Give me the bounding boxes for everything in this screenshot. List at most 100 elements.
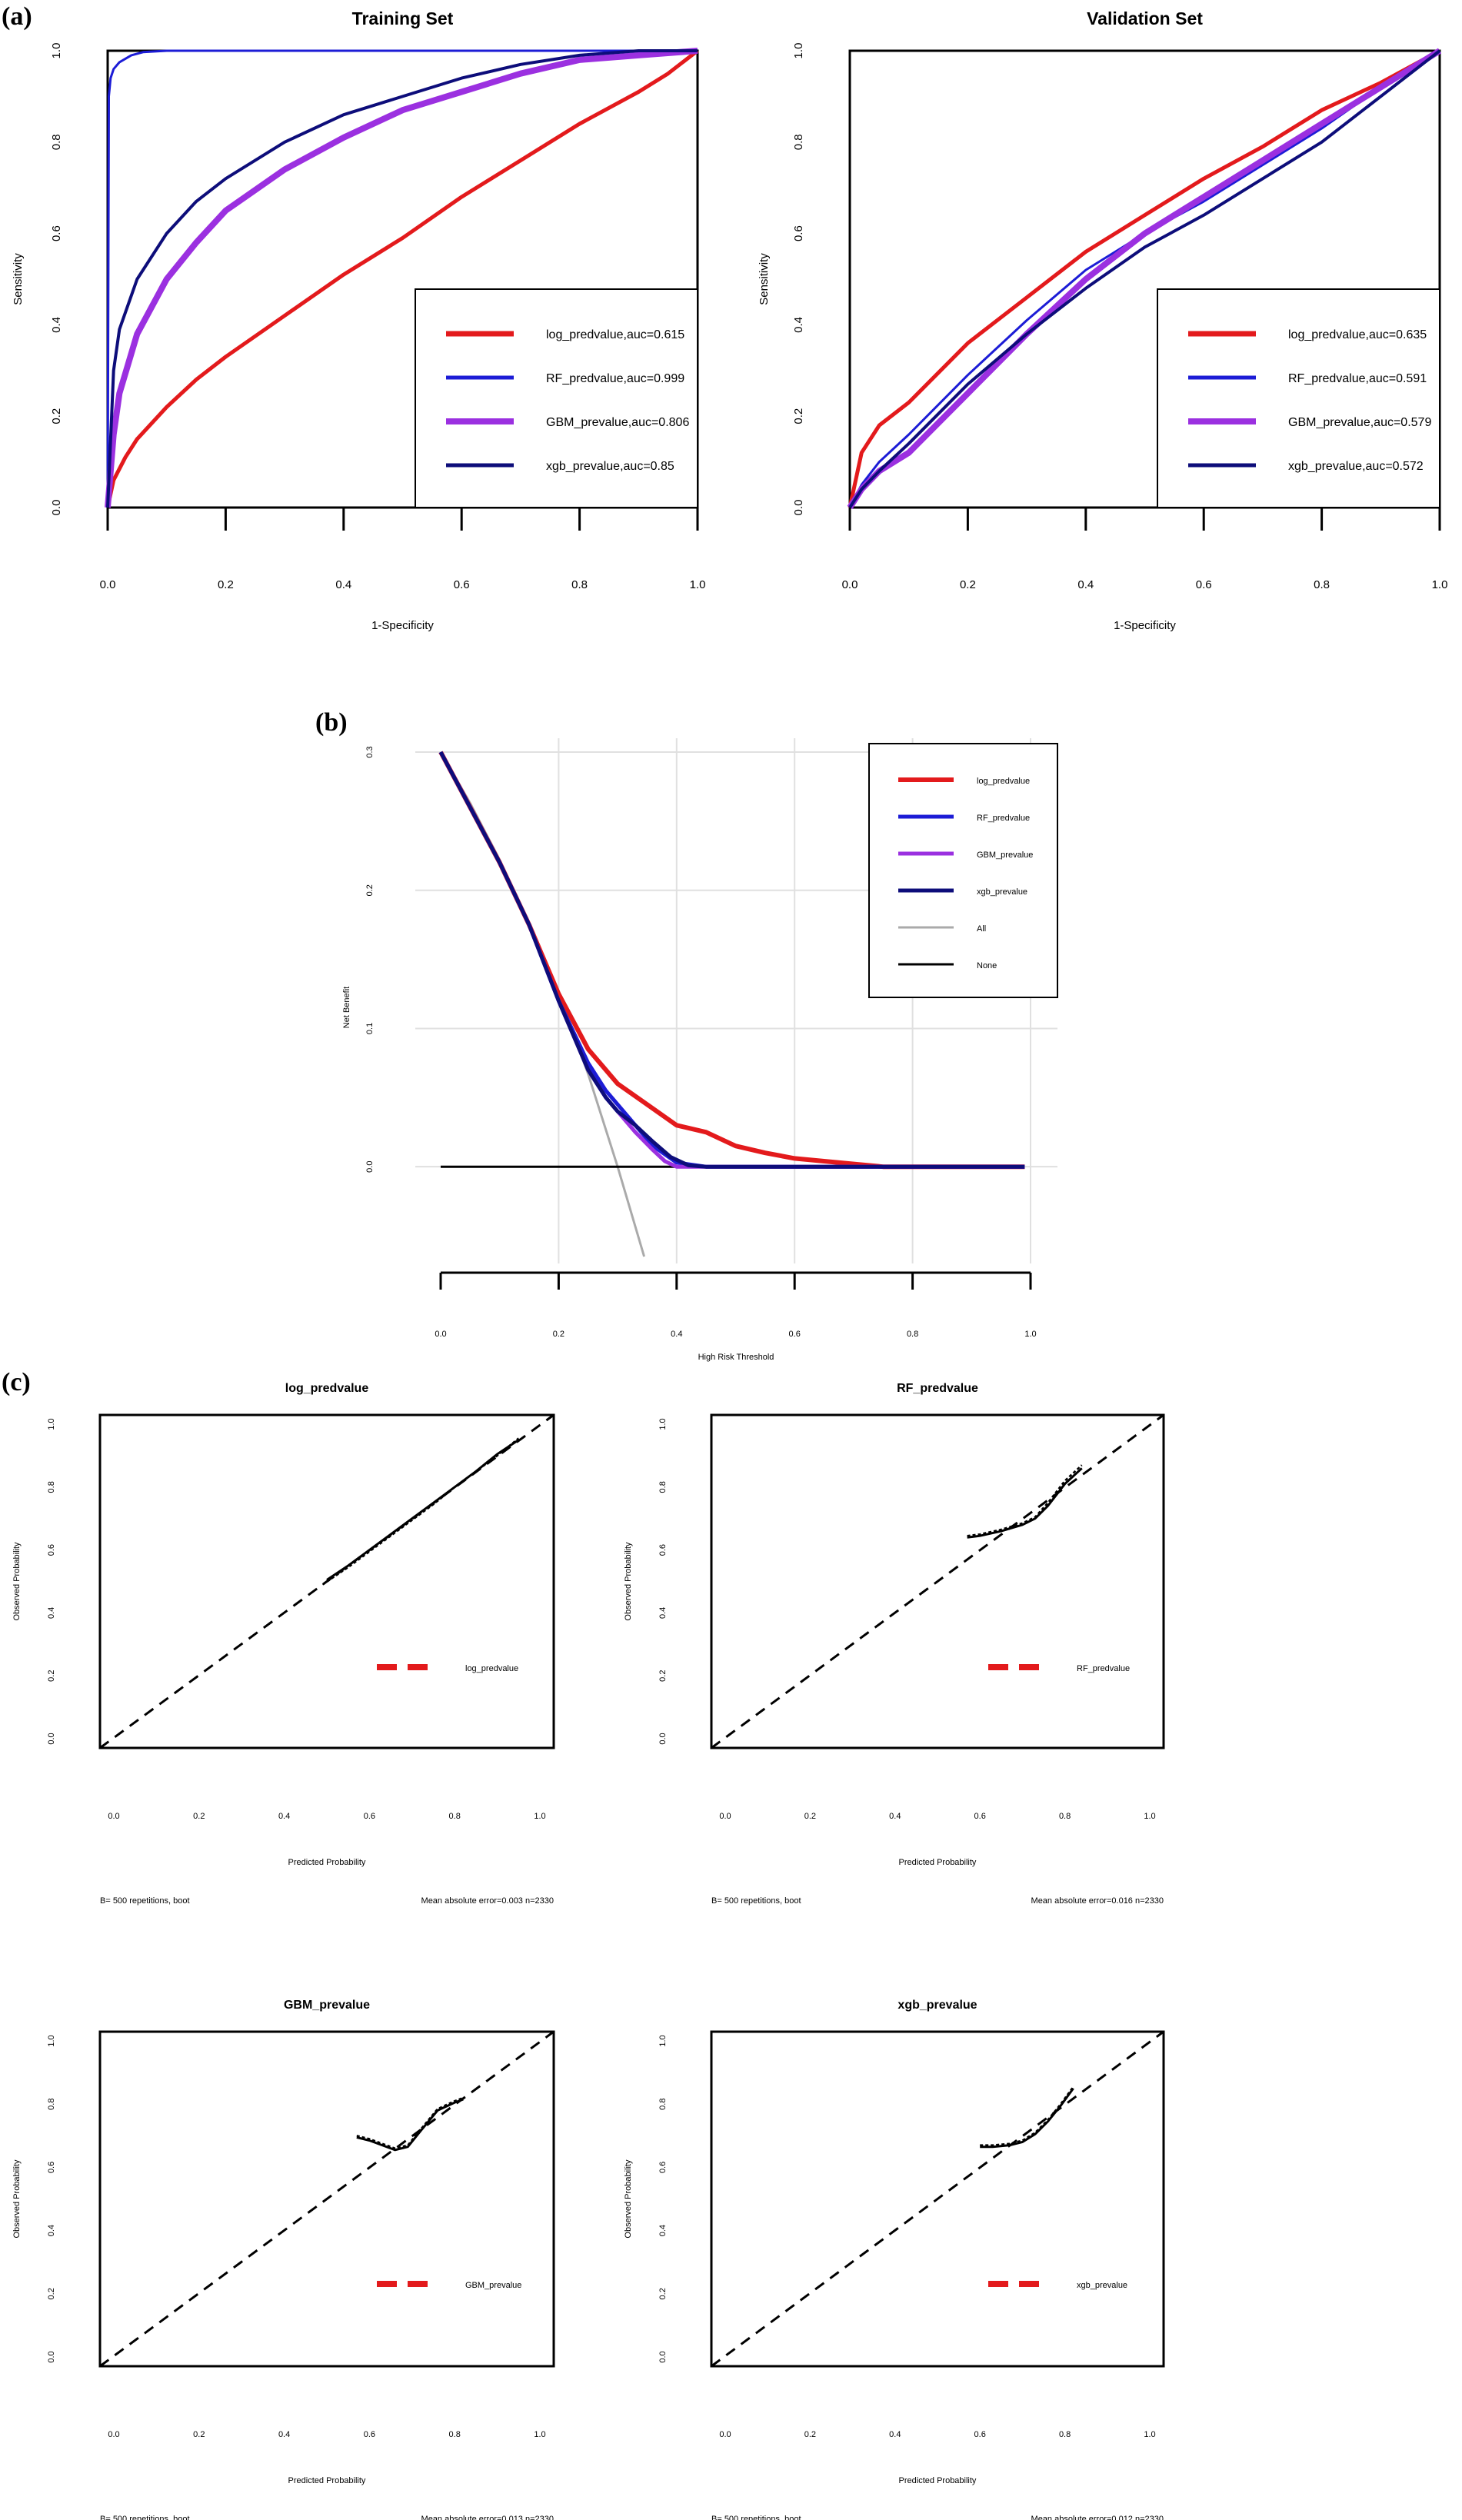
x-tick-label: 0.6 xyxy=(454,578,470,591)
chart-title: Validation Set xyxy=(1087,8,1203,28)
y-axis-label: Observed Probability xyxy=(12,2159,22,2239)
y-tick-label: 0.8 xyxy=(47,2099,56,2110)
legend-box xyxy=(415,288,698,508)
y-tick-label: 0.8 xyxy=(50,134,63,150)
plot-frame xyxy=(848,49,1441,509)
chart-title: xgb_prevalue xyxy=(898,1999,977,2012)
x-axis-label: Predicted Probability xyxy=(899,1858,977,1867)
x-tick-label: 0.2 xyxy=(553,1330,564,1339)
footnote-right: Mean absolute error=0.016 n=2330 xyxy=(1031,1896,1164,1906)
chart-title: log_predvalue xyxy=(285,1382,369,1395)
roc-line-log_predvalue xyxy=(848,48,1441,508)
legend-box xyxy=(868,743,1058,998)
y-axis-label: Observed Probability xyxy=(12,1542,22,1621)
x-tick-label: 1.0 xyxy=(690,578,706,591)
y-tick-label: 0.0 xyxy=(658,1733,668,1744)
calibration-chart-GBM_prevalue: GBM_prevalue GBM_prevalue 0.0 0.2 0.4 0.6 0.8 1… xyxy=(12,1999,555,2520)
legend-entry: log_predvalue xyxy=(465,1664,518,1673)
x-axis-label: 1-Specificity xyxy=(1114,619,1176,632)
apparent-line xyxy=(321,1437,520,1586)
y-tick-label: 0.0 xyxy=(365,1161,375,1173)
legend-entry: None xyxy=(977,961,997,970)
y-tick-label: 1.0 xyxy=(50,43,63,59)
legend-entry: GBM_prevalue,auc=0.579 xyxy=(1288,416,1431,429)
x-tick-label: 0.8 xyxy=(907,1330,918,1339)
x-tick-label: 0.2 xyxy=(218,578,234,591)
y-tick-label: 0.0 xyxy=(50,500,63,516)
chart-title: RF_predvalue xyxy=(897,1382,978,1395)
x-axis: 0.0 0.2 0.4 0.6 0.8 1.0 xyxy=(435,1271,1037,1339)
y-axis: 0.0 0.2 0.4 0.6 0.8 1.0 xyxy=(47,2035,56,2362)
y-tick-label: 0.2 xyxy=(47,1670,56,1682)
x-tick-label: 0.2 xyxy=(193,1812,205,1821)
x-tick-label: 0.2 xyxy=(804,2430,816,2439)
x-tick-label: 0.2 xyxy=(193,2430,205,2439)
x-tick-label: 0.0 xyxy=(435,1330,446,1339)
y-tick-label: 0.2 xyxy=(365,884,375,896)
x-axis: 0.0 0.2 0.4 0.6 0.8 1.0 xyxy=(100,508,706,591)
y-tick-label: 0.8 xyxy=(792,134,805,150)
roc-line-xgb_prevalue xyxy=(848,49,1441,509)
x-tick-label: 0.8 xyxy=(571,578,588,591)
x-tick-label: 0.6 xyxy=(364,1812,375,1821)
y-tick-label: 0.1 xyxy=(365,1023,375,1034)
y-tick-label: 0.6 xyxy=(50,225,63,241)
y-tick-label: 1.0 xyxy=(658,1418,668,1430)
y-axis-label: Observed Probability xyxy=(624,1542,633,1621)
bias-corrected-line xyxy=(356,2098,464,2152)
legend: log_predvalue,auc=0.615 RF_predvalue,auc=… xyxy=(415,288,698,508)
ideal-line xyxy=(711,1413,1164,1749)
panel-label-c: (c) xyxy=(2,1368,31,1396)
x-axis: 0.0 0.2 0.4 0.6 0.8 1.0 xyxy=(842,508,1447,591)
x-axis: 0.0 0.2 0.4 0.6 0.8 1.0 xyxy=(719,1812,1155,1821)
plot-frame xyxy=(710,1413,1165,1749)
roc-line-GBM_prevalue xyxy=(105,48,698,508)
calibration-chart-xgb_prevalue: xgb_prevalue xgb_prevalue 0.0 0.2 0.4 0.6 0.8 1… xyxy=(624,1999,1165,2520)
y-tick-label: 0.0 xyxy=(792,500,805,516)
footnote-left: B= 500 repetitions, boot xyxy=(100,2515,190,2520)
y-axis: 0.0 0.2 0.4 0.6 0.8 1.0 xyxy=(50,43,63,516)
footnote-left: B= 500 repetitions, boot xyxy=(711,2515,801,2520)
roc-chart-training: Training Set log_predvalue,auc=0.615 RF_pr… xyxy=(12,8,705,632)
plot-frame xyxy=(98,2030,555,2368)
legend: log_predvalue RF_predvalue GBM_prevaluexgb… xyxy=(868,743,1058,998)
ideal-line xyxy=(99,2030,554,2368)
y-tick-label: 0.0 xyxy=(658,2351,668,2362)
x-tick-label: 0.6 xyxy=(789,1330,801,1339)
y-tick-label: 0.2 xyxy=(658,2288,668,2299)
x-tick-label: 1.0 xyxy=(534,1812,545,1821)
ideal-line xyxy=(711,2030,1164,2368)
y-axis-label: Net Benefit xyxy=(342,987,351,1028)
x-tick-label: 0.6 xyxy=(974,1812,986,1821)
y-tick-label: 0.4 xyxy=(658,2225,668,2236)
legend-entry: xgb_prevalue xyxy=(1077,2281,1127,2290)
roc-line-RF_predvalue xyxy=(848,49,1440,508)
chart-title: Training Set xyxy=(352,8,454,28)
legend-entry: GBM_prevalue xyxy=(977,851,1033,860)
x-tick-label: 0.4 xyxy=(889,2430,901,2439)
apparent-line xyxy=(967,1464,1083,1537)
y-tick-label: 0.6 xyxy=(658,1544,668,1556)
y-axis: 0.0 0.2 0.4 0.6 0.8 1.0 xyxy=(47,1418,56,1744)
y-tick-label: 0.2 xyxy=(47,2288,56,2299)
bias-corrected-line xyxy=(980,2087,1074,2149)
y-axis-label: Sensitivity xyxy=(758,253,771,305)
y-tick-label: 0.4 xyxy=(47,2225,56,2236)
footnote-right: Mean absolute error=0.013 n=2330 xyxy=(421,2515,554,2520)
x-tick-label: 0.4 xyxy=(671,1330,682,1339)
y-axis-label: Observed Probability xyxy=(624,2159,633,2239)
legend-entry: RF_predvalue xyxy=(977,814,1030,823)
x-axis-label: 1-Specificity xyxy=(371,619,434,632)
y-tick-label: 0.0 xyxy=(47,2351,56,2362)
calibration-chart-log_predvalue: log_predvalue log_predvalue 0.0 0.2 0.4 0.6 0.… xyxy=(12,1382,555,1906)
x-tick-label: 0.4 xyxy=(335,578,351,591)
x-tick-label: 0.0 xyxy=(100,578,116,591)
roc-line-xgb_prevalue xyxy=(106,49,698,508)
y-axis: 0.0 0.2 0.4 0.6 0.8 1.0 xyxy=(658,1418,668,1744)
x-tick-label: 0.4 xyxy=(889,1812,901,1821)
legend-entry: log_predvalue xyxy=(977,777,1030,786)
x-axis: 0.0 0.2 0.4 0.6 0.8 1.0 xyxy=(108,2430,545,2439)
roc-chart-validation: Validation Set log_predvalue,auc=0.635 RF_… xyxy=(758,8,1447,632)
x-tick-label: 0.0 xyxy=(719,2430,731,2439)
